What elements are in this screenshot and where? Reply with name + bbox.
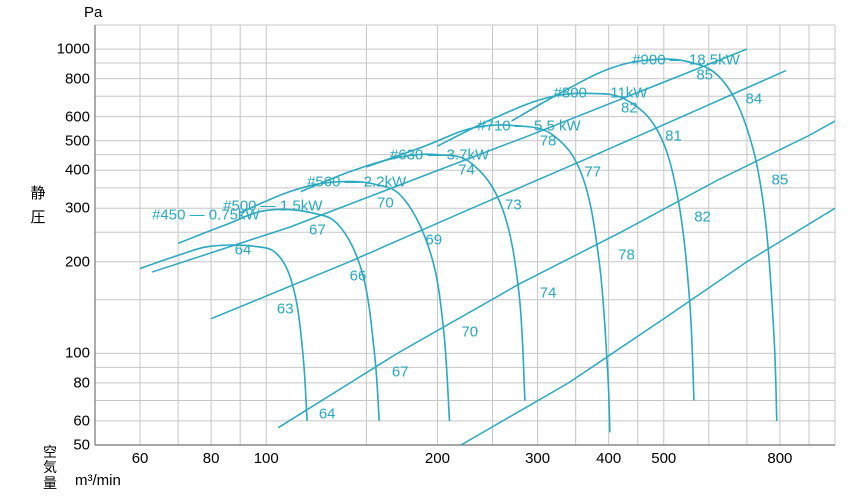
efficiency-labels: 64 67 70 74 78 82 85 63 66 69 73 77 81 84 64 67 70 74 78 82… — [0, 0, 850, 500]
efficiency-label: 70 — [377, 195, 394, 212]
efficiency-label: 73 — [505, 196, 522, 213]
efficiency-label: 70 — [461, 323, 478, 340]
efficiency-label: 78 — [540, 132, 557, 149]
efficiency-label: 78 — [618, 247, 635, 264]
efficiency-label: 82 — [621, 100, 638, 117]
efficiency-label: 69 — [425, 232, 442, 249]
efficiency-label: 64 — [235, 242, 252, 259]
efficiency-label: 67 — [392, 363, 409, 380]
efficiency-label: 81 — [665, 127, 682, 144]
efficiency-label: 74 — [540, 284, 557, 301]
efficiency-label: 77 — [584, 163, 601, 180]
efficiency-label: 84 — [746, 91, 763, 108]
efficiency-label: 67 — [309, 221, 326, 238]
efficiency-label: 64 — [319, 406, 336, 423]
efficiency-label: 63 — [277, 300, 294, 317]
efficiency-label: 85 — [696, 66, 713, 83]
efficiency-label: 85 — [772, 172, 789, 189]
efficiency-label: 74 — [458, 162, 475, 179]
efficiency-label: 82 — [694, 209, 711, 226]
efficiency-label: 66 — [350, 267, 367, 284]
